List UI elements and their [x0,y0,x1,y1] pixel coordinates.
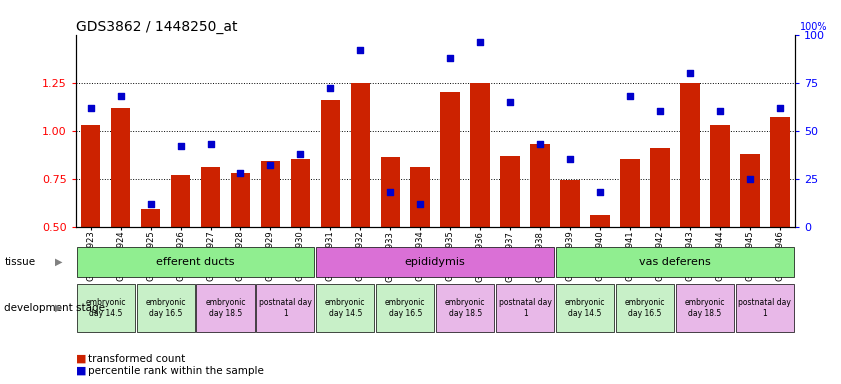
Point [473,39,487,45]
Bar [77,284,135,332]
Bar [257,284,315,332]
Bar [81,125,100,227]
Bar [140,209,161,227]
Bar [620,159,640,227]
Point [593,189,606,195]
Bar [436,284,495,332]
Text: ■: ■ [76,354,90,364]
Bar [320,100,340,227]
Bar [316,284,374,332]
Text: embryonic
day 14.5: embryonic day 14.5 [86,298,126,318]
Point [84,104,98,111]
Bar [410,167,430,227]
Text: embryonic
day 16.5: embryonic day 16.5 [625,298,665,318]
Point [623,93,637,99]
Bar [680,83,700,227]
Bar [560,180,579,227]
Text: postnatal day
1: postnatal day 1 [499,298,552,318]
Bar [380,157,400,227]
Bar [111,108,130,227]
Bar [676,284,734,332]
Point [324,85,337,91]
Text: embryonic
day 14.5: embryonic day 14.5 [325,298,366,318]
Bar [77,247,315,277]
Bar [590,215,610,227]
Bar [740,154,759,227]
Bar [500,156,520,227]
Bar [291,159,310,227]
Bar [376,284,434,332]
Bar [230,173,251,227]
Bar [201,167,220,227]
Text: embryonic
day 18.5: embryonic day 18.5 [445,298,485,318]
Point [743,175,757,182]
Point [443,55,457,61]
Text: embryonic
day 16.5: embryonic day 16.5 [385,298,426,318]
Text: postnatal day
1: postnatal day 1 [738,298,791,318]
Text: ▶: ▶ [55,303,62,313]
Bar [197,284,255,332]
Text: ■: ■ [76,366,90,376]
Bar [470,83,490,227]
Text: epididymis: epididymis [405,257,466,267]
Text: development stage: development stage [4,303,105,313]
Bar [556,247,794,277]
Text: GDS3862 / 1448250_at: GDS3862 / 1448250_at [76,20,237,33]
Point [563,156,577,162]
Point [144,200,157,207]
Text: efferent ducts: efferent ducts [156,257,235,267]
Point [533,141,547,147]
Point [264,162,278,168]
Point [414,200,427,207]
Bar [171,175,190,227]
Bar [496,284,554,332]
Bar [261,161,280,227]
Bar [616,284,674,332]
Point [653,108,667,114]
Point [504,99,517,105]
Point [294,151,307,157]
Text: ▶: ▶ [55,257,62,267]
Bar [441,92,460,227]
Point [383,189,397,195]
Point [353,47,367,53]
Bar [136,284,194,332]
Text: vas deferens: vas deferens [639,257,711,267]
Text: 100%: 100% [801,22,828,32]
Bar [736,284,794,332]
Bar [556,284,614,332]
Point [234,170,247,176]
Bar [770,117,790,227]
Text: embryonic
day 16.5: embryonic day 16.5 [145,298,186,318]
Point [773,104,786,111]
Text: percentile rank within the sample: percentile rank within the sample [88,366,264,376]
Point [713,108,727,114]
Text: transformed count: transformed count [88,354,186,364]
Bar [316,247,554,277]
Bar [351,83,370,227]
Text: embryonic
day 14.5: embryonic day 14.5 [565,298,606,318]
Text: tissue: tissue [4,257,35,267]
Bar [531,144,550,227]
Point [683,70,696,76]
Text: postnatal day
1: postnatal day 1 [259,298,312,318]
Point [174,143,188,149]
Text: embryonic
day 18.5: embryonic day 18.5 [685,298,725,318]
Point [204,141,217,147]
Point [114,93,127,99]
Bar [650,148,669,227]
Bar [710,125,730,227]
Text: embryonic
day 18.5: embryonic day 18.5 [205,298,246,318]
